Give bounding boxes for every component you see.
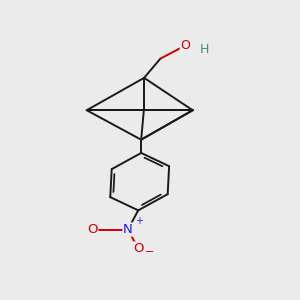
Text: O: O xyxy=(180,39,190,52)
Text: −: − xyxy=(145,247,155,256)
Text: H: H xyxy=(200,44,209,56)
Text: O: O xyxy=(87,223,98,236)
Text: N: N xyxy=(123,223,133,236)
Text: +: + xyxy=(135,216,143,226)
Text: O: O xyxy=(133,242,143,255)
